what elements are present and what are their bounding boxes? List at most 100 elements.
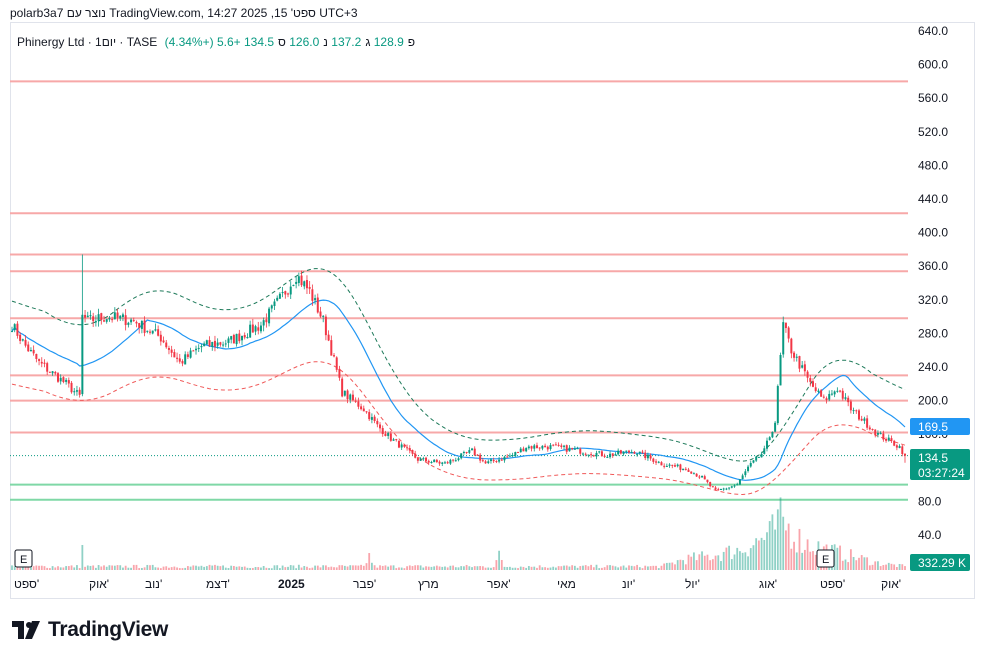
volume-bar xyxy=(628,565,630,570)
x-tick-label: דצמ' xyxy=(206,577,230,591)
volume-bar xyxy=(341,565,343,570)
volume-bar xyxy=(758,540,760,570)
volume-bar xyxy=(850,549,852,570)
candle-body xyxy=(669,465,671,466)
volume-bar xyxy=(382,566,384,570)
price-chart[interactable]: 640.0 600.0 560.0 520.0 480.0 440.0 400.0 360.0… xyxy=(0,0,985,600)
volume-bar xyxy=(755,538,757,570)
volume-bar xyxy=(214,565,216,570)
candle-body xyxy=(690,472,692,474)
volume-bar xyxy=(514,568,516,570)
low-label: נ xyxy=(323,35,328,49)
candle-body xyxy=(273,302,275,307)
candle-body xyxy=(420,459,422,461)
candle-body xyxy=(558,445,560,446)
volume-bar xyxy=(569,567,571,570)
candle-body xyxy=(73,391,75,392)
volume-bar xyxy=(339,565,341,570)
candle-body xyxy=(755,457,757,461)
volume-bar xyxy=(87,565,89,570)
candle-body xyxy=(425,458,427,461)
volume-bar xyxy=(498,551,500,570)
candle-body xyxy=(468,450,470,453)
volume-bar xyxy=(92,565,94,570)
volume-bar xyxy=(265,568,267,570)
volume-bar xyxy=(858,558,860,570)
candle-body xyxy=(76,390,78,392)
candle-body xyxy=(688,470,690,472)
volume-bar xyxy=(79,568,81,570)
candle-body xyxy=(563,446,565,447)
volume-bar xyxy=(536,568,538,570)
volume-bar xyxy=(279,568,281,570)
volume-bar xyxy=(482,566,484,570)
volume-bar xyxy=(95,568,97,570)
candle-body xyxy=(782,322,784,354)
candle-body xyxy=(614,454,616,455)
candle-body xyxy=(901,446,903,454)
lower-band xyxy=(12,362,905,495)
candle-body xyxy=(734,485,736,486)
candle-body xyxy=(544,446,546,447)
volume-bar xyxy=(441,567,443,570)
candle-body xyxy=(685,469,687,470)
volume-bar xyxy=(815,555,817,570)
candle-body xyxy=(606,457,608,458)
volume-bar xyxy=(501,560,503,570)
candle-body xyxy=(236,334,238,344)
candle-body xyxy=(87,316,89,318)
candle-body xyxy=(644,453,646,458)
volume-bar xyxy=(444,567,446,570)
volume-bar xyxy=(387,567,389,570)
volume-bar xyxy=(788,524,790,570)
candle-body xyxy=(723,489,725,490)
candle-body xyxy=(660,462,662,465)
candle-body xyxy=(52,371,54,373)
volume-bar xyxy=(236,567,238,570)
volume-bar xyxy=(130,568,132,570)
tradingview-logo[interactable]: TradingView xyxy=(12,618,168,642)
current-price-tag: 134.503:27:24 xyxy=(910,449,970,480)
candle-body xyxy=(858,410,860,419)
candle-body xyxy=(812,381,814,387)
candle-body xyxy=(785,323,787,328)
candle-body xyxy=(701,476,703,477)
candle-body xyxy=(417,457,419,460)
candle-body xyxy=(179,358,181,361)
candle-body xyxy=(54,372,56,373)
volume-bar xyxy=(173,567,175,570)
candle-body xyxy=(728,487,730,488)
candle-body xyxy=(528,447,530,449)
candle-body xyxy=(38,359,40,361)
candle-body xyxy=(655,461,657,462)
candle-body xyxy=(455,460,457,461)
volume-bar xyxy=(225,568,227,570)
y-tick-label: 440.0 xyxy=(918,192,948,206)
volume-bar xyxy=(376,568,378,570)
volume-bar xyxy=(720,561,722,570)
volume-bar xyxy=(790,549,792,570)
volume-bar xyxy=(160,568,162,570)
volume-bar xyxy=(709,560,711,570)
candle-body xyxy=(46,363,48,372)
volume-bar xyxy=(723,552,725,570)
candle-body xyxy=(209,340,211,346)
volume-bar xyxy=(882,565,884,570)
volume-bar xyxy=(604,567,606,570)
volume-bar xyxy=(360,565,362,570)
volume-bar xyxy=(420,565,422,570)
volume-bar xyxy=(587,566,589,570)
volume-bar xyxy=(753,545,755,570)
candle-body xyxy=(639,452,641,454)
candle-body xyxy=(11,331,13,332)
volume-bar xyxy=(690,557,692,570)
candle-body xyxy=(255,326,257,331)
volume-bar xyxy=(763,540,765,570)
candle-body xyxy=(168,348,170,350)
x-tick-label: 2025 xyxy=(278,577,305,591)
volume-bar xyxy=(652,566,654,570)
candle-body xyxy=(485,461,487,463)
candle-body xyxy=(190,351,192,358)
volume-bar xyxy=(874,561,876,570)
volume-bar xyxy=(187,566,189,570)
